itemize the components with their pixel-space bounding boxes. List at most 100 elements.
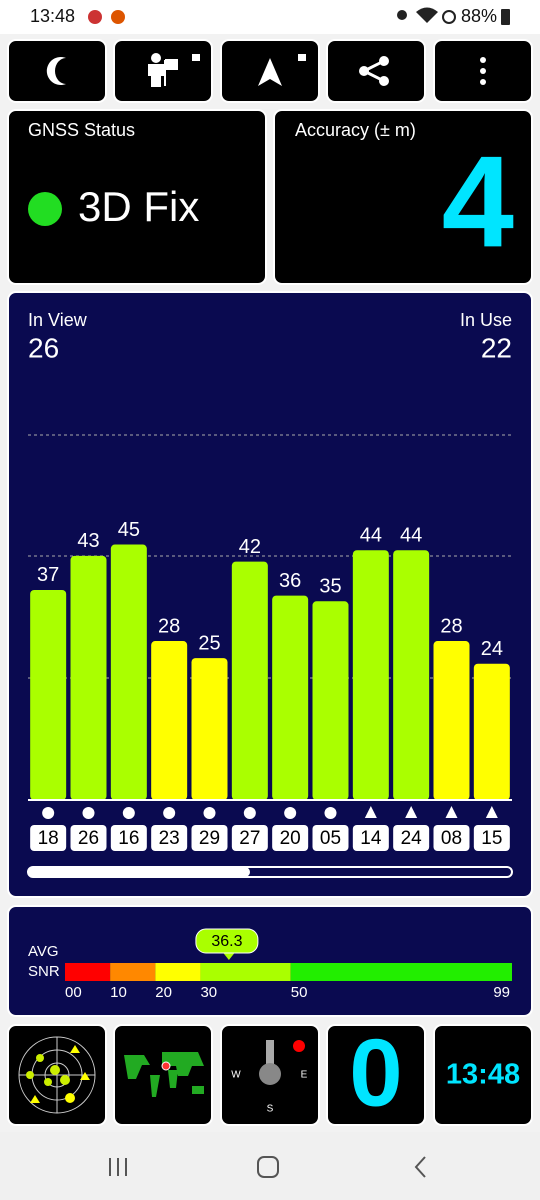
- snr-bar: [191, 658, 228, 800]
- nav-bar: [0, 1132, 540, 1200]
- snr-tick-label: 20: [155, 984, 172, 1001]
- satellite-id: 08: [441, 828, 462, 849]
- snr-segment: [200, 963, 291, 981]
- satellite-id: 20: [280, 828, 301, 849]
- snr-tick-label: 00: [65, 984, 82, 1001]
- constellation-marker: [284, 807, 297, 819]
- satellite-id-box: [231, 825, 268, 851]
- satellite-id-box: [110, 825, 147, 851]
- home-button[interactable]: [257, 1156, 279, 1178]
- snr-panel: [7, 905, 533, 1017]
- clock-tile[interactable]: [433, 1024, 533, 1126]
- sky-satellite: [60, 1075, 70, 1085]
- battery-icon: [501, 9, 510, 25]
- bar-value-label: 28: [158, 615, 180, 637]
- bar-value-label: 43: [77, 530, 99, 552]
- snr-avg-value: 36.3: [211, 933, 242, 950]
- share-icon: [359, 66, 369, 76]
- gnss-panel: [7, 109, 267, 285]
- status-bar: [0, 0, 540, 34]
- night-mode-button[interactable]: [7, 39, 107, 103]
- snr-bar: [70, 555, 107, 800]
- map-location: [161, 1061, 171, 1071]
- satellite-id-box: [151, 825, 188, 851]
- gnss-title: GNSS Status: [28, 120, 135, 140]
- lock-icon: [298, 54, 306, 61]
- compass-marker: [293, 1040, 305, 1052]
- snr-tick-label: 50: [291, 984, 308, 1001]
- snr-bar: [30, 589, 67, 800]
- compass-label: S: [267, 1104, 274, 1115]
- menu-icon: [480, 79, 486, 85]
- toolbar: [7, 39, 533, 103]
- bar-value-label: 45: [118, 519, 140, 541]
- menu-icon: [480, 57, 486, 63]
- sky-satellite: [26, 1071, 34, 1079]
- snr-bar: [352, 550, 389, 800]
- map-tile[interactable]: [113, 1024, 213, 1126]
- satellite-id-box: [473, 825, 510, 851]
- menu-icon: [480, 68, 486, 74]
- share-icon: [379, 56, 389, 66]
- world-map: [124, 1052, 204, 1097]
- scrollbar-thumb[interactable]: [28, 867, 250, 877]
- snr-tick-label: 30: [200, 984, 217, 1001]
- status-time: 13:48: [30, 6, 75, 26]
- snr-bar: [151, 641, 188, 800]
- sky-satellite: [65, 1093, 75, 1103]
- snr-bar: [231, 561, 268, 800]
- in-use-label: In Use: [460, 310, 512, 330]
- constellation-marker: [163, 807, 176, 819]
- satellite-id: 26: [78, 828, 99, 849]
- constellation-marker: [42, 807, 55, 819]
- constellation-marker: [445, 806, 458, 818]
- constellation-marker: [82, 807, 95, 819]
- bar-value-label: 42: [239, 536, 261, 558]
- satellite-id-box: [393, 825, 430, 851]
- moon-icon: [46, 57, 66, 86]
- accuracy-panel: [273, 109, 533, 285]
- satellite-id-box: [30, 825, 67, 851]
- satellite-id: 29: [199, 828, 220, 849]
- share-icon: [379, 76, 389, 86]
- satellite-id: 05: [320, 828, 341, 849]
- sky-satellite: [36, 1054, 44, 1062]
- snr-segment: [290, 963, 512, 981]
- lock-icon: [192, 54, 200, 61]
- bar-value-label: 28: [440, 615, 462, 637]
- bar-value-label: 37: [37, 564, 59, 586]
- accuracy-title: Accuracy (± m): [295, 120, 416, 140]
- back-button[interactable]: [414, 1156, 426, 1178]
- in-use-count: 22: [481, 332, 512, 363]
- satellite-id: 23: [159, 828, 180, 849]
- share-button[interactable]: [326, 39, 426, 103]
- compass-label: W: [231, 1070, 241, 1081]
- constellation-marker: [243, 807, 256, 819]
- bar-value-label: 24: [481, 638, 503, 660]
- sky-satellite: [30, 1045, 90, 1103]
- bar-value-label: 35: [319, 576, 341, 598]
- satellite-id: 18: [38, 828, 59, 849]
- clock-value: 13:48: [446, 1059, 520, 1091]
- person-icon: [151, 53, 161, 63]
- snr-bar: [272, 595, 309, 800]
- in-view-label: In View: [28, 310, 88, 330]
- recents-button[interactable]: [109, 1158, 127, 1176]
- snr-bar: [312, 601, 349, 800]
- snr-segment: [155, 963, 201, 981]
- snr-label: SNR: [28, 963, 60, 980]
- snr-tick-label: 99: [493, 984, 510, 1001]
- sky-satellite: [44, 1078, 52, 1086]
- satellite-id-box: [312, 825, 349, 851]
- sky-satellite: [50, 1065, 60, 1075]
- snr-bar: [393, 550, 430, 800]
- satellite-id: 14: [360, 828, 382, 849]
- constellation-marker: [364, 806, 377, 818]
- speed-tile[interactable]: [326, 1024, 426, 1126]
- in-view-count: 26: [28, 332, 59, 363]
- constellation-marker: [405, 806, 418, 818]
- bar-value-label: 44: [360, 524, 382, 546]
- person-icon: [148, 59, 178, 87]
- snr-bar: [473, 663, 510, 800]
